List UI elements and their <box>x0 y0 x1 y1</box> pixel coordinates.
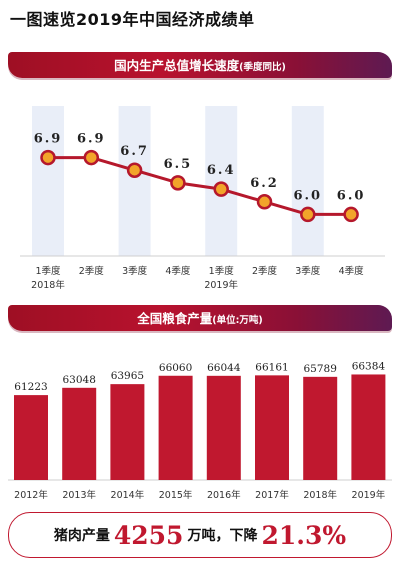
gdp-point <box>343 206 359 223</box>
grain-bar <box>206 375 241 480</box>
grain-bar <box>351 374 386 480</box>
gdp-value-label: 6.9 <box>77 132 106 147</box>
gdp-value-label: 6.9 <box>34 132 63 147</box>
grain-section-subtitle: (单位:万吨) <box>212 315 263 326</box>
grain-year-label: 2017年 <box>255 489 289 501</box>
gdp-point <box>83 149 100 166</box>
gdp-line-chart: 6.9 1季度 6.9 2季度 6.7 3季度 6.5 4季度 6.4 1季度 6.2 2季度 6.0 3… <box>20 106 385 291</box>
gdp-quarter-label: 3季度 <box>122 265 148 277</box>
gdp-quarter-label: 2季度 <box>252 265 278 277</box>
grain-year-label: 2019年 <box>352 489 386 501</box>
grain-year-label: 2016年 <box>207 489 241 501</box>
gdp-year-label: 2019年 <box>204 279 238 291</box>
grain-value-label: 66384 <box>352 360 386 372</box>
grain-year-label: 2014年 <box>111 489 145 501</box>
grain-year-label: 2013年 <box>62 489 96 501</box>
grain-value-label: 66161 <box>255 361 288 373</box>
pork-output-summary: 猪肉产量 4255 万吨，下降 21.3% <box>8 512 392 558</box>
gdp-quarter-label: 1季度 <box>35 265 61 277</box>
grain-year-label: 2018年 <box>303 489 337 501</box>
gdp-quarter-label: 1季度 <box>209 265 235 277</box>
grain-value-label: 63048 <box>62 374 95 386</box>
quarter-band <box>291 106 324 256</box>
gdp-quarter-label: 4季度 <box>165 265 191 277</box>
gdp-point <box>213 181 229 197</box>
pork-prefix: 猪肉产量 <box>53 528 110 544</box>
page-title: 一图速览2019年中国经济成绩单 <box>10 10 255 29</box>
gdp-quarter-label: 4季度 <box>339 265 365 277</box>
gdp-quarter-label: 2季度 <box>79 265 105 277</box>
grain-value-label: 61223 <box>14 381 47 393</box>
grain-section-banner: 全国粮食产量(单位:万吨) <box>8 305 392 331</box>
gdp-year-label: 2018年 <box>31 279 65 291</box>
grain-value-label: 63965 <box>111 370 144 382</box>
gdp-quarter-label: 3季度 <box>295 265 321 277</box>
gdp-point <box>40 149 56 166</box>
pork-mid: 万吨，下降 <box>187 528 258 544</box>
gdp-value-label: 6.2 <box>250 176 279 191</box>
grain-value-label: 66044 <box>207 362 241 374</box>
gdp-point <box>170 175 186 191</box>
pork-change: 21.3% <box>261 520 347 550</box>
grain-bar <box>303 376 338 480</box>
grain-year-label: 2015年 <box>159 489 193 501</box>
grain-bar <box>14 395 48 480</box>
gdp-section-banner: 国内生产总值增长速度(季度同比) <box>8 52 392 78</box>
gdp-value-label: 6.5 <box>164 157 193 172</box>
gdp-value-label: 6.0 <box>293 188 322 203</box>
grain-value-label: 66060 <box>159 362 192 374</box>
gdp-value-label: 6.7 <box>120 144 149 159</box>
gdp-value-label: 6.0 <box>337 188 366 203</box>
gdp-section-subtitle: (季度同比) <box>239 62 286 73</box>
pork-value: 4255 <box>113 520 184 550</box>
gdp-point <box>126 162 143 178</box>
quarter-band <box>205 106 238 256</box>
grain-bar <box>158 375 193 480</box>
gdp-value-label: 6.4 <box>207 163 236 178</box>
grain-section-title: 全国粮食产量 <box>137 311 213 326</box>
grain-year-label: 2012年 <box>14 489 48 501</box>
grain-bar-chart: 61223 2012年 63048 2013年 63965 2014年 66060 2015年… <box>8 360 392 501</box>
grain-bar <box>255 375 289 480</box>
grain-bar <box>110 384 145 480</box>
quarter-band <box>118 106 151 256</box>
gdp-point <box>300 206 316 223</box>
quarter-band <box>32 106 64 256</box>
grain-bar <box>62 387 97 480</box>
gdp-point <box>256 194 273 210</box>
gdp-section-title: 国内生产总值增长速度 <box>114 58 240 73</box>
grain-value-label: 65789 <box>303 363 336 375</box>
